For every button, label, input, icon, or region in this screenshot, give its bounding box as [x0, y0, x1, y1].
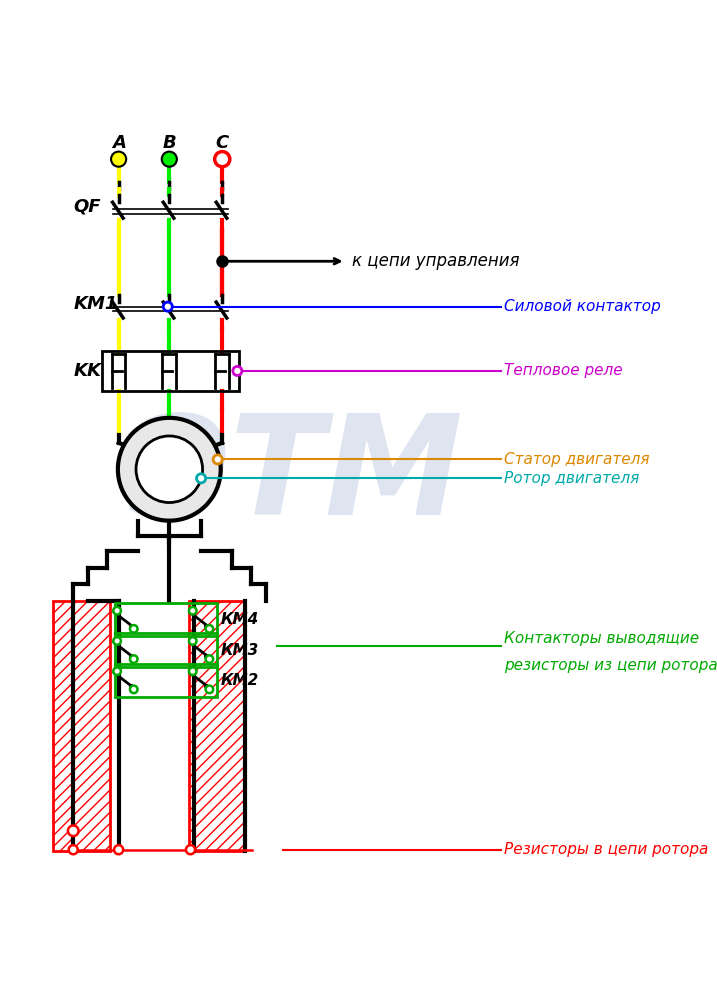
Circle shape	[189, 607, 196, 615]
Circle shape	[162, 151, 177, 166]
Text: KK: KK	[73, 362, 101, 379]
Text: КМ3: КМ3	[221, 642, 259, 657]
Circle shape	[186, 846, 195, 855]
Circle shape	[189, 637, 196, 644]
Circle shape	[118, 418, 221, 521]
Circle shape	[206, 625, 213, 632]
Bar	[115, 633, 217, 666]
Circle shape	[114, 846, 123, 855]
Circle shape	[163, 302, 172, 311]
Text: КМ2: КМ2	[221, 672, 259, 688]
Bar	[115, 604, 217, 636]
Text: к цепи управления: к цепи управления	[351, 252, 519, 270]
Circle shape	[113, 637, 121, 644]
Bar	[53, 601, 110, 852]
Text: Статор двигателя: Статор двигателя	[504, 452, 650, 467]
Bar	[102, 351, 239, 391]
Text: КМ4: КМ4	[221, 613, 259, 627]
Circle shape	[68, 826, 79, 836]
Text: Тепловое реле: Тепловое реле	[504, 364, 623, 378]
Circle shape	[214, 151, 230, 166]
Circle shape	[196, 474, 206, 483]
Circle shape	[206, 685, 213, 693]
Circle shape	[206, 655, 213, 663]
Text: резисторы из цепи ротора: резисторы из цепи ротора	[504, 658, 717, 673]
Circle shape	[111, 151, 126, 166]
Circle shape	[233, 367, 242, 375]
Circle shape	[136, 436, 203, 503]
Text: Ротор двигателя: Ротор двигателя	[504, 471, 640, 486]
Text: ЭТМ: ЭТМ	[129, 409, 464, 545]
Bar	[115, 663, 217, 697]
Text: QF: QF	[73, 197, 101, 215]
Circle shape	[113, 607, 121, 615]
Circle shape	[213, 455, 222, 464]
Circle shape	[130, 625, 138, 632]
Circle shape	[130, 685, 138, 693]
Text: Резисторы в цепи ротора: Резисторы в цепи ротора	[504, 843, 708, 858]
Circle shape	[69, 846, 77, 855]
Text: B: B	[163, 133, 176, 151]
Text: Контакторы выводящие: Контакторы выводящие	[504, 631, 700, 646]
Bar	[189, 601, 245, 852]
Circle shape	[130, 655, 138, 663]
Circle shape	[189, 667, 196, 675]
Text: C: C	[216, 133, 229, 151]
Circle shape	[113, 667, 121, 675]
Text: Силовой контактор: Силовой контактор	[504, 299, 661, 314]
Text: KM1: KM1	[73, 296, 118, 314]
Text: A: A	[112, 133, 125, 151]
